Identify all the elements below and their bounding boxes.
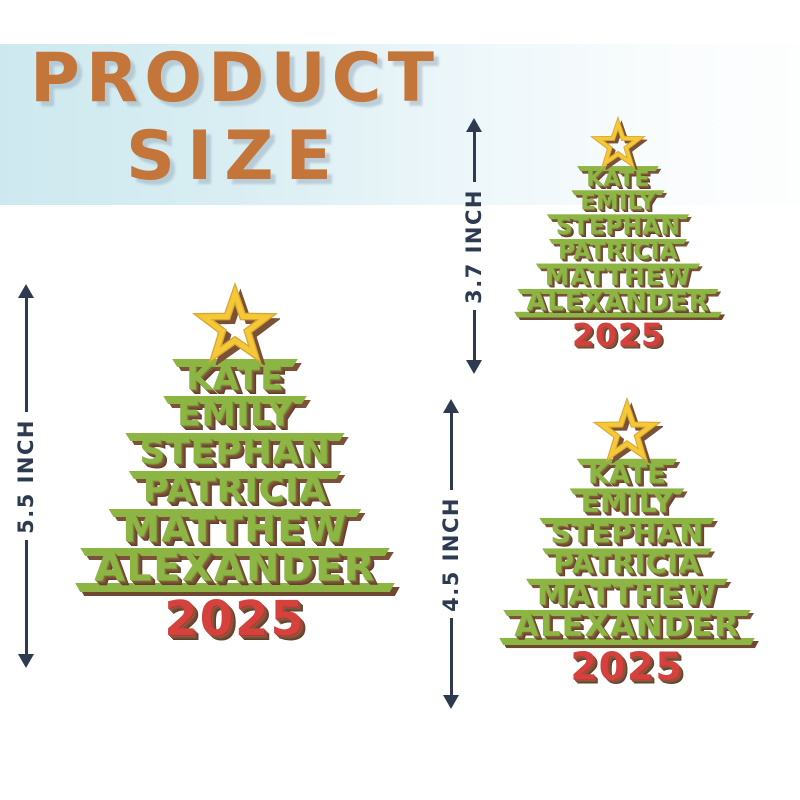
page-title: PRODUCT SIZE bbox=[15, 40, 455, 196]
arrow-line bbox=[472, 130, 476, 182]
ornament-name: KATE bbox=[586, 165, 650, 191]
arrow-up-icon bbox=[443, 399, 459, 413]
dimension-arrow-medium: 4.5 INCH bbox=[433, 399, 469, 710]
ornament-tree-large: KATE EMILY STEPHAN PATRICIA MATTHEW ALEX… bbox=[85, 281, 385, 647]
ornament-tree-medium: KATE EMILY STEPHAN PATRICIA MATTHEW ALEX… bbox=[507, 396, 747, 689]
dimension-label-large: 5.5 INCH bbox=[14, 418, 38, 534]
ornament-name-row: STEPHAN bbox=[139, 433, 330, 471]
ornament-name: PATRICIA bbox=[558, 238, 678, 265]
ornament-name: PATRICIA bbox=[142, 470, 328, 510]
arrow-up-icon bbox=[18, 284, 34, 298]
dimension-arrow-small: 3.7 INCH bbox=[456, 118, 492, 375]
ornament-name-row: KATE bbox=[586, 166, 649, 190]
ornament-name: MATTHEW bbox=[544, 262, 692, 291]
page-title-line2: SIZE bbox=[125, 117, 345, 196]
ornament-name-row: KATE bbox=[186, 359, 284, 396]
arrow-down-icon bbox=[443, 695, 459, 710]
page-title-line1: PRODUCT bbox=[30, 39, 440, 118]
ornament-year: 2025 bbox=[570, 644, 684, 689]
ornament-name: ALEXANDER bbox=[514, 607, 740, 644]
arrow-line bbox=[472, 310, 476, 363]
ornament-name-row: MATTHEW bbox=[545, 264, 691, 289]
ornament-name: KATE bbox=[186, 358, 284, 397]
ornament-name: EMILY bbox=[580, 188, 656, 215]
ornament-name-row: PATRICIA bbox=[558, 239, 678, 264]
ornament-name: EMILY bbox=[177, 394, 293, 434]
ornament-name: ALEXANDER bbox=[526, 286, 710, 317]
dimension-arrow-large: 5.5 INCH bbox=[8, 284, 44, 669]
ornament-name-row: STEPHAN bbox=[556, 214, 680, 239]
ornament-name-row: EMILY bbox=[581, 488, 674, 518]
dimension-label-small: 3.7 INCH bbox=[462, 188, 486, 304]
ornament-year: 2025 bbox=[571, 316, 665, 354]
arrow-up-icon bbox=[466, 118, 482, 132]
ornament-name-row: MATTHEW bbox=[123, 509, 348, 548]
ornament-name-row: EMILY bbox=[177, 396, 293, 433]
ornament-name: EMILY bbox=[580, 486, 674, 519]
arrow-line bbox=[449, 411, 453, 490]
arrow-line bbox=[449, 618, 453, 698]
ornament-tree-small: KATE EMILY STEPHAN PATRICIA MATTHEW ALEX… bbox=[521, 115, 716, 354]
dimension-label-medium: 4.5 INCH bbox=[439, 496, 463, 612]
ornament-name: STEPHAN bbox=[555, 213, 681, 240]
ornament-name-row: EMILY bbox=[580, 190, 655, 214]
ornament-name-row: ALEXANDER bbox=[526, 289, 709, 315]
ornament-name: ALEXANDER bbox=[94, 545, 376, 590]
ornament-name: KATE bbox=[587, 457, 667, 489]
title-banner bbox=[0, 44, 800, 205]
ornament-year: 2025 bbox=[164, 591, 306, 647]
ornament-name-row: KATE bbox=[588, 459, 666, 489]
star-topper-icon bbox=[591, 396, 665, 465]
ornament-name-row: ALEXANDER bbox=[514, 607, 740, 644]
arrow-line bbox=[24, 296, 28, 412]
ornament-name-row: MATTHEW bbox=[537, 579, 717, 610]
ornament-name-row: PATRICIA bbox=[553, 548, 701, 578]
arrow-line bbox=[24, 540, 28, 657]
ornament-name-row: PATRICIA bbox=[143, 471, 327, 509]
arrow-down-icon bbox=[18, 654, 34, 669]
ornament-name: MATTHEW bbox=[122, 507, 348, 550]
arrow-down-icon bbox=[466, 360, 482, 375]
ornament-name: STEPHAN bbox=[550, 517, 704, 549]
ornament-name-row: ALEXANDER bbox=[94, 548, 376, 588]
ornament-name: STEPHAN bbox=[139, 432, 331, 472]
ornament-name: PATRICIA bbox=[553, 547, 701, 580]
star-topper-icon bbox=[190, 281, 282, 367]
ornament-name: MATTHEW bbox=[537, 577, 717, 612]
ornament-name-row: STEPHAN bbox=[550, 518, 703, 548]
star-topper-icon bbox=[589, 115, 649, 171]
